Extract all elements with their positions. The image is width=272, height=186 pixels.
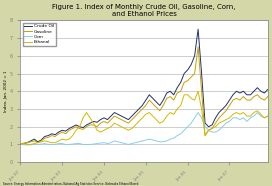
Crude Oil — [102, 117, 106, 119]
Crude Oil — [54, 134, 57, 136]
Gasoline — [196, 46, 200, 48]
Ethanol — [54, 142, 57, 144]
Legend: Crude Oil, Gasoline, Corn, Ethanol: Crude Oil, Gasoline, Corn, Ethanol — [23, 23, 56, 46]
Gasoline — [158, 110, 161, 112]
Corn — [57, 142, 60, 145]
Corn — [196, 111, 200, 114]
Ethanol — [78, 126, 81, 128]
Corn — [162, 141, 165, 143]
Crude Oil — [158, 104, 161, 107]
Corn — [252, 115, 255, 117]
Corn — [26, 144, 29, 146]
Corn — [179, 133, 182, 135]
Line: Gasoline: Gasoline — [20, 47, 268, 145]
Crude Oil — [19, 143, 22, 146]
Line: Ethanol: Ethanol — [20, 91, 268, 145]
Gasoline — [102, 120, 106, 123]
Gasoline — [78, 127, 81, 130]
Ethanol — [266, 115, 270, 117]
Corn — [106, 142, 109, 145]
Text: Source: Energy Information Administration, National Ag Statistics Service, Nebra: Source: Energy Information Administratio… — [3, 182, 138, 186]
Crude Oil — [175, 87, 179, 89]
Ethanol — [102, 129, 106, 131]
Ethanol — [196, 90, 200, 92]
Ethanol — [186, 94, 189, 96]
Crude Oil — [186, 69, 189, 71]
Gasoline — [266, 95, 270, 98]
Ethanol — [19, 143, 22, 146]
Gasoline — [54, 135, 57, 138]
Ethanol — [158, 122, 161, 124]
Gasoline — [19, 143, 22, 146]
Corn — [19, 143, 22, 146]
Corn — [190, 122, 193, 124]
Gasoline — [175, 92, 179, 94]
Y-axis label: Index, Jan. 2002 = 1: Index, Jan. 2002 = 1 — [4, 70, 8, 112]
Title: Figure 1. Index of Monthly Crude Oil, Gasoline, Corn,
and Ethanol Prices: Figure 1. Index of Monthly Crude Oil, Ga… — [52, 4, 236, 17]
Crude Oil — [196, 28, 200, 30]
Corn — [266, 115, 270, 117]
Gasoline — [186, 79, 189, 82]
Line: Crude Oil: Crude Oil — [20, 29, 268, 145]
Line: Corn: Corn — [20, 113, 268, 145]
Crude Oil — [78, 126, 81, 128]
Ethanol — [175, 108, 179, 110]
Crude Oil — [266, 88, 270, 91]
